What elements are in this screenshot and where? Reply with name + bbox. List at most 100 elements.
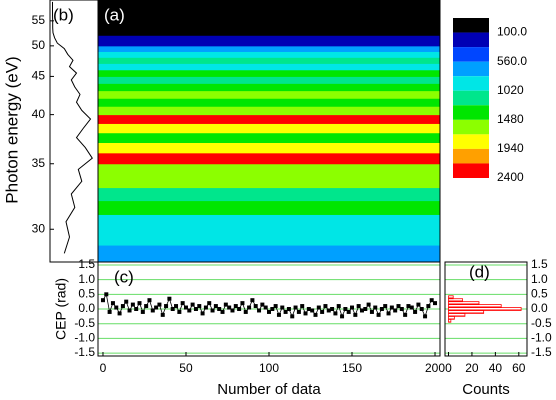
colorbar-label: 560.0 bbox=[497, 54, 527, 68]
heatmap-row bbox=[98, 45, 440, 52]
heatmap-row bbox=[98, 142, 440, 154]
cep-point bbox=[359, 308, 364, 313]
cep-point bbox=[230, 308, 235, 313]
y-tick-label: -1.0 bbox=[74, 331, 95, 345]
cep-point bbox=[240, 301, 245, 306]
y-tick-label: 55 bbox=[32, 13, 46, 27]
cep-point bbox=[114, 305, 119, 310]
cep-point bbox=[167, 296, 172, 301]
cep-point bbox=[220, 309, 225, 314]
y-axis-label: Photon energy (eV) bbox=[2, 56, 21, 203]
cep-point bbox=[356, 304, 361, 309]
heatmap-row bbox=[98, 175, 440, 189]
cep-point bbox=[110, 301, 115, 306]
y-tick-label: 30 bbox=[32, 221, 46, 235]
heatmap-row bbox=[98, 30, 440, 36]
cep-point bbox=[333, 311, 338, 316]
cep-point bbox=[223, 302, 228, 307]
cep-point bbox=[399, 307, 404, 311]
heatmap-row bbox=[98, 16, 440, 22]
y-tick-label: -0.5 bbox=[74, 316, 95, 330]
cep-point bbox=[323, 304, 328, 309]
colorbar-box bbox=[453, 163, 489, 178]
cep-point bbox=[283, 309, 288, 314]
colorbar-label: 2400 bbox=[497, 170, 524, 184]
cep-point bbox=[316, 305, 321, 310]
cep-point bbox=[346, 309, 351, 314]
cep-point bbox=[426, 304, 431, 309]
heatmap-row bbox=[98, 7, 440, 13]
cep-point bbox=[336, 304, 341, 309]
cep-point bbox=[217, 307, 222, 311]
x-tick-label: 50 bbox=[179, 361, 193, 375]
x-tick-label: 20 bbox=[465, 361, 479, 375]
colorbar-box bbox=[453, 61, 489, 77]
cep-point bbox=[403, 312, 408, 317]
heatmap-row bbox=[98, 51, 440, 58]
cep-point bbox=[386, 311, 391, 316]
heatmap-row bbox=[98, 98, 440, 107]
cep-point bbox=[376, 312, 381, 317]
heatmap-row bbox=[98, 90, 440, 99]
heatmap-row bbox=[98, 12, 440, 17]
cep-point bbox=[320, 309, 325, 314]
cep-point bbox=[389, 305, 394, 310]
x-tick-label: 40 bbox=[489, 361, 503, 375]
heatmap-row bbox=[98, 106, 440, 116]
cep-point bbox=[187, 308, 192, 313]
cep-point bbox=[369, 309, 374, 314]
colorbar-box bbox=[453, 134, 489, 149]
cep-point bbox=[213, 304, 218, 309]
heatmap-row bbox=[98, 0, 440, 5]
colorbar-box bbox=[453, 18, 489, 33]
heatmap-row bbox=[98, 187, 440, 202]
x-tick-label: 0 bbox=[100, 361, 107, 375]
cep-point bbox=[296, 309, 301, 314]
cep-point bbox=[293, 305, 298, 310]
cep-point bbox=[233, 304, 238, 309]
cep-point bbox=[280, 305, 285, 310]
heatmap-row bbox=[98, 35, 440, 41]
cep-point bbox=[207, 301, 212, 306]
y-tick-label: -1.5 bbox=[74, 345, 95, 359]
x-axis-label: Counts bbox=[462, 381, 510, 398]
cep-point bbox=[107, 309, 112, 314]
x-tick-label: 200 bbox=[425, 361, 445, 375]
cep-point bbox=[174, 304, 179, 309]
cep-point bbox=[147, 298, 152, 303]
cep-point bbox=[263, 305, 268, 310]
cep-point bbox=[100, 298, 105, 303]
y-tick-label: 0.5 bbox=[531, 286, 548, 300]
cep-point bbox=[353, 312, 358, 317]
y-tick-label: 45 bbox=[32, 69, 46, 83]
cep-point bbox=[127, 308, 132, 313]
cep-point bbox=[286, 307, 291, 311]
cep-point bbox=[306, 307, 311, 311]
cep-point bbox=[290, 314, 295, 319]
cep-point bbox=[340, 314, 345, 319]
cep-point bbox=[423, 314, 428, 319]
cep-point bbox=[247, 305, 252, 310]
cep-point bbox=[433, 301, 438, 306]
frame bbox=[97, 261, 441, 357]
cep-point bbox=[200, 311, 205, 316]
heatmap-row bbox=[98, 152, 440, 165]
heatmap-row bbox=[98, 200, 440, 215]
colorbar-label: 1480 bbox=[497, 112, 524, 126]
cep-point bbox=[243, 309, 248, 314]
y-axis-label: CEP (rad) bbox=[53, 278, 69, 340]
cep-point bbox=[363, 307, 368, 311]
cep-point bbox=[197, 304, 202, 309]
cep-point bbox=[257, 308, 262, 313]
cep-point bbox=[137, 301, 142, 306]
cep-point bbox=[416, 302, 421, 307]
heatmap-row bbox=[98, 3, 440, 9]
cep-point bbox=[419, 307, 424, 311]
y-tick-label: 50 bbox=[32, 38, 46, 52]
cep-point bbox=[313, 312, 318, 317]
cep-point bbox=[130, 302, 135, 307]
heatmap-row bbox=[98, 114, 440, 124]
y-tick-label: 0.0 bbox=[78, 301, 95, 315]
colorbar-box bbox=[453, 105, 489, 120]
